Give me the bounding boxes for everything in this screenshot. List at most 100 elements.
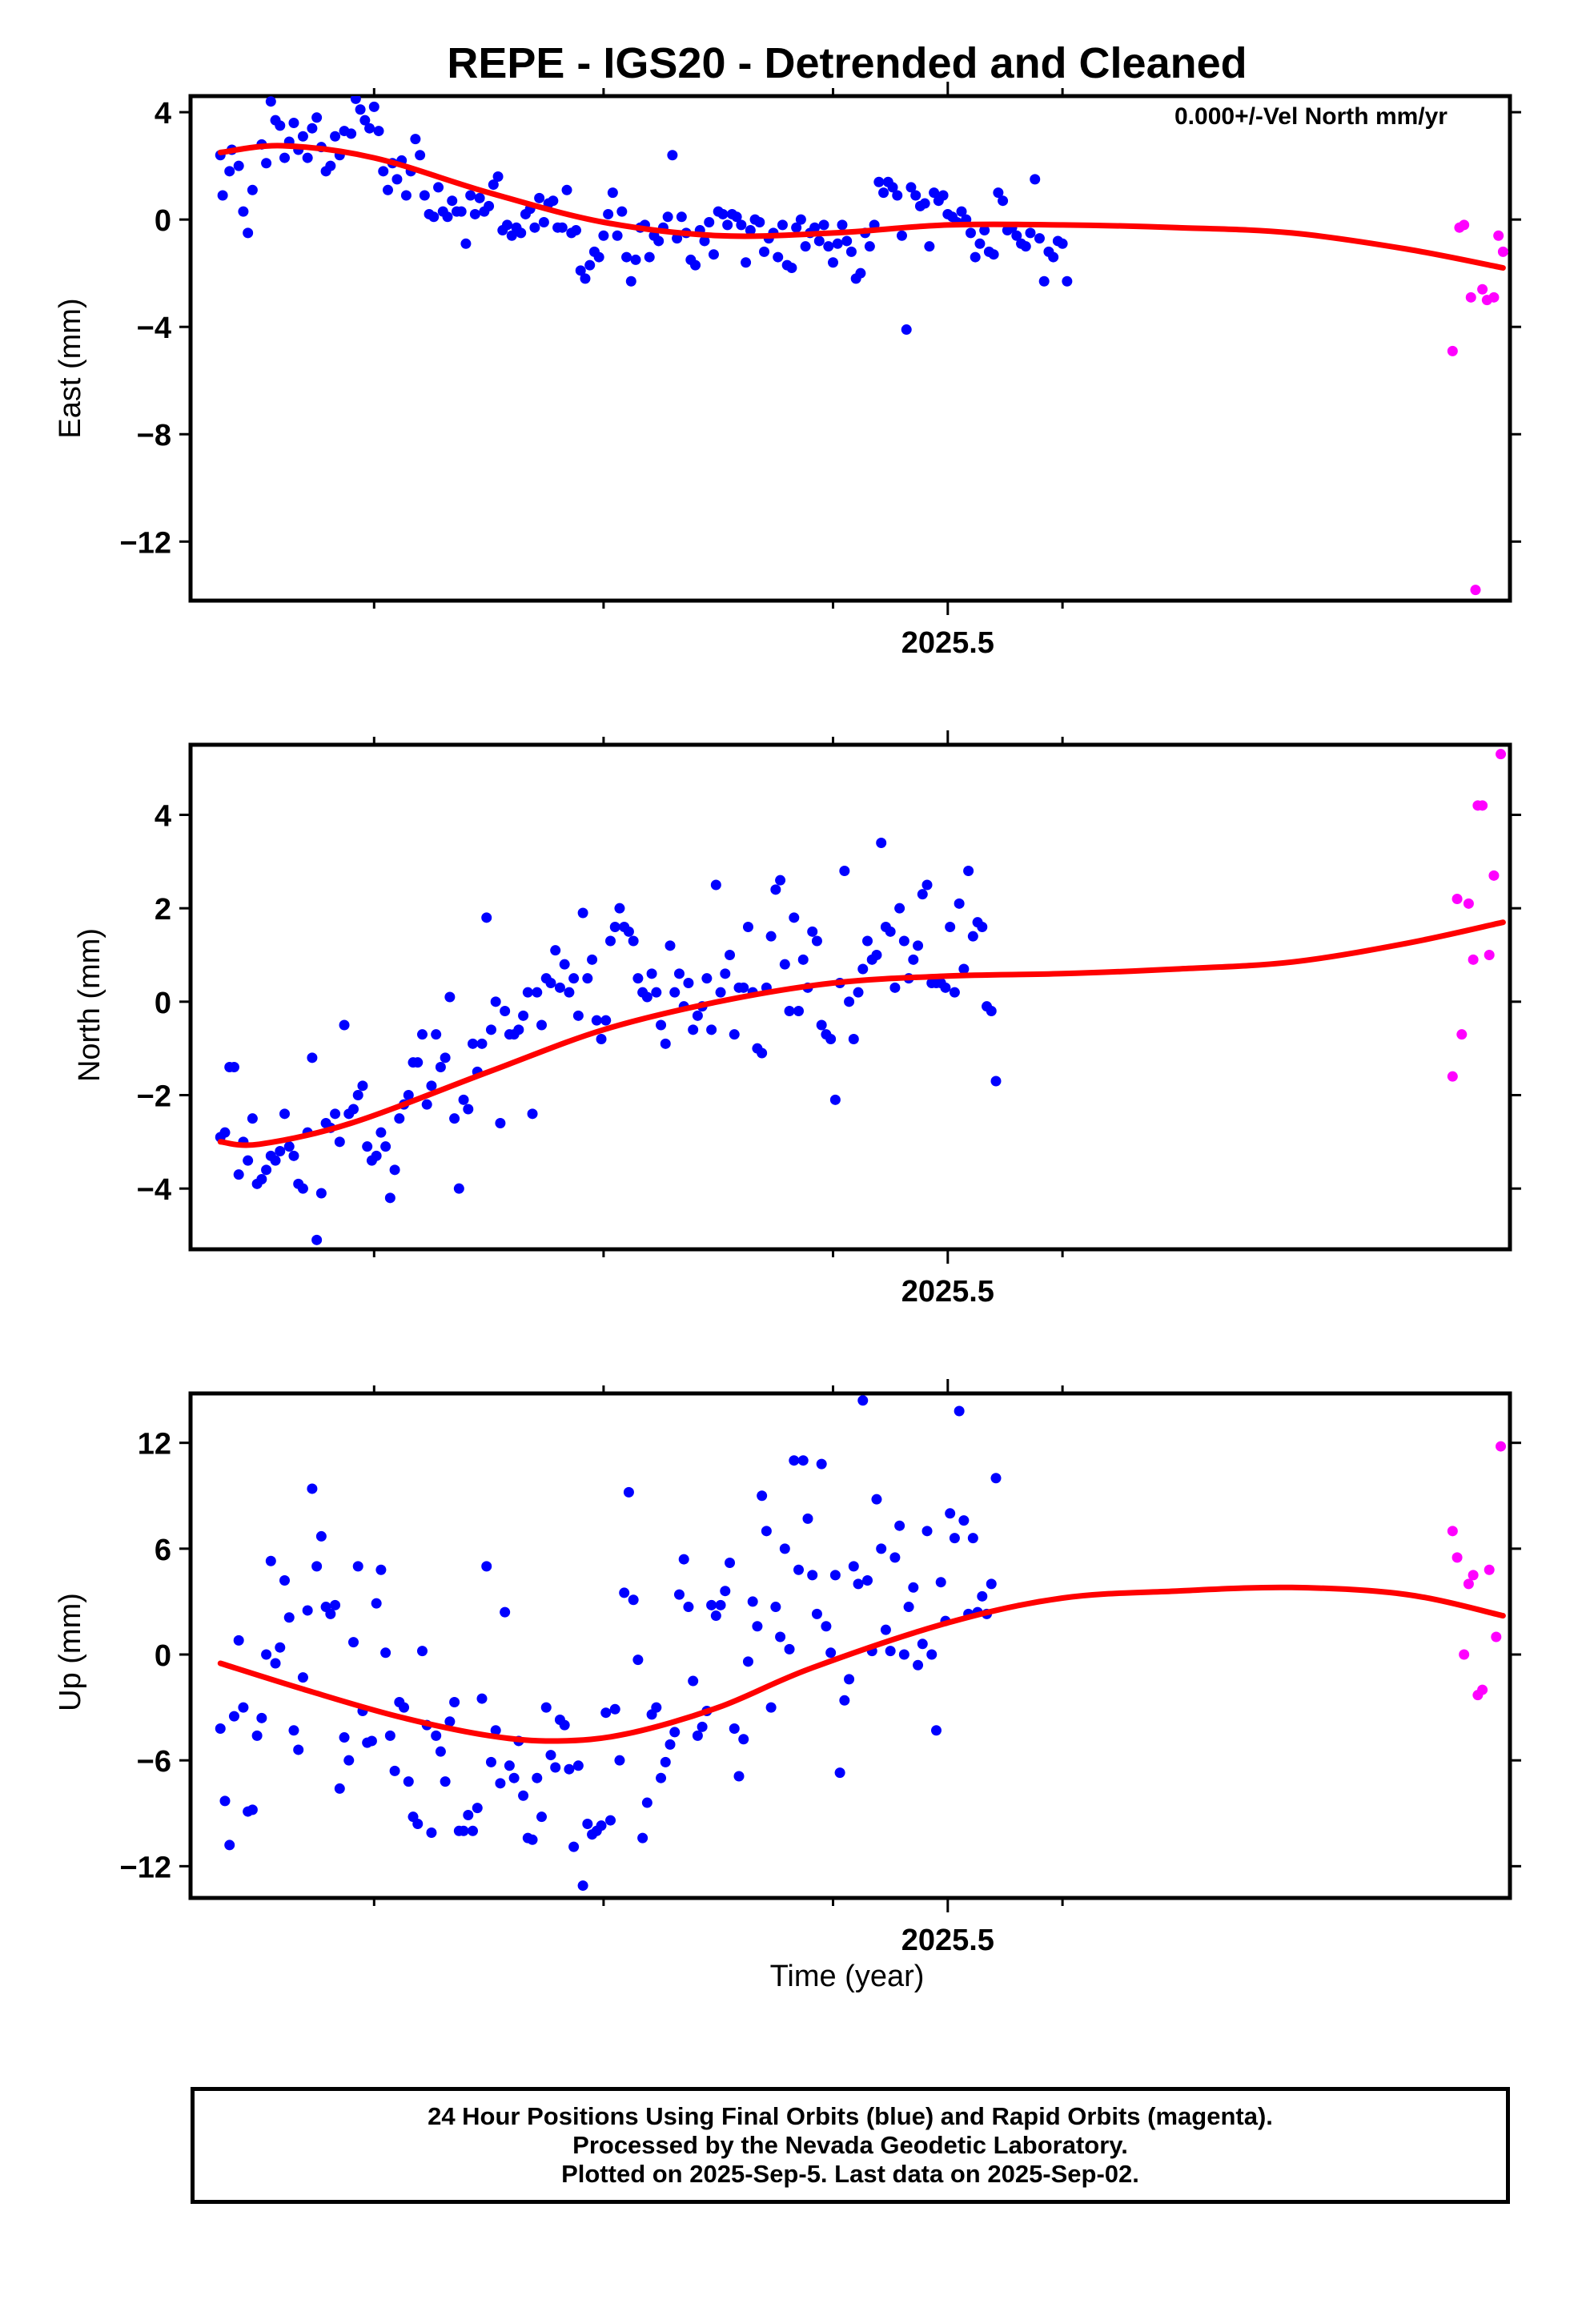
north-final-point [977,922,988,932]
north-final-point [986,1006,997,1016]
up-panel: Up (mm) 12 6 0 −6 −12 2025.5 [54,1379,1521,1957]
up-final-point [403,1776,414,1787]
east-final-point [593,251,604,263]
east-final-point [502,219,513,231]
north-final-point [853,987,864,998]
north-final-point [609,922,620,932]
north-final-point [458,1094,469,1105]
north-final-point [426,1080,437,1092]
east-y-tick-label: −8 [137,419,171,452]
up-final-point [508,1772,520,1783]
east-final-point [575,265,586,276]
north-final-point [485,1024,496,1035]
up-rapid-point [1452,1552,1463,1563]
up-final-point [853,1578,864,1590]
up-final-point [399,1702,410,1713]
north-final-point [270,1155,281,1166]
east-final-point [400,190,412,201]
north-final-point [536,1019,548,1031]
up-final-point [270,1658,281,1669]
up-final-point [334,1783,345,1794]
up-final-point [568,1841,580,1852]
north-rapid-point [1468,954,1479,965]
north-final-point [568,973,580,984]
up-final-point [660,1756,671,1767]
east-final-point [818,219,829,231]
up-final-point [706,1599,717,1610]
up-final-point [315,1530,327,1542]
east-final-point [1011,230,1022,241]
up-final-point [889,1552,901,1563]
east-final-point [722,219,733,231]
east-final-point [307,123,318,134]
north-final-point [688,1024,699,1035]
north-rapid-point [1496,749,1507,760]
up-final-point [343,1755,355,1766]
east-final-point [813,235,825,247]
up-rapid-point [1468,1570,1479,1581]
east-final-point [516,227,527,239]
up-final-point [967,1533,978,1544]
up-final-point [628,1594,639,1606]
north-final-point [623,926,634,937]
north-final-point [871,950,882,960]
east-final-point [841,235,853,247]
north-final-point [720,968,731,979]
north-final-point [770,884,781,895]
north-final-point [389,1164,400,1176]
north-final-point [765,931,777,942]
east-final-point [878,187,889,199]
north-final-point [706,1024,717,1035]
up-final-point [215,1723,226,1735]
north-final-point [839,866,850,876]
east-final-point [1048,251,1059,263]
north-final-point [564,987,575,998]
east-final-point [704,217,715,227]
north-final-point [797,954,809,965]
north-final-point [829,1094,841,1105]
up-y-tick-label: 0 [155,1639,171,1673]
up-final-point [468,1825,479,1836]
east-final-point [653,235,665,247]
east-final-point [938,190,949,201]
north-final-point [591,1015,602,1026]
north-final-point [416,1029,428,1040]
up-final-point [485,1756,496,1767]
north-final-point [715,987,726,998]
north-final-point [596,1034,607,1044]
up-final-point [977,1590,988,1602]
north-final-point [816,1019,827,1031]
up-final-point [738,1734,749,1745]
east-final-point [247,184,258,195]
east-final-point [800,241,811,252]
up-final-point [673,1589,685,1600]
north-final-point [861,935,873,947]
up-final-point [949,1533,960,1544]
east-final-point [993,187,1004,199]
east-final-point [325,160,336,171]
north-final-point [729,1029,740,1040]
north-final-point [894,903,905,914]
north-final-point [656,1019,667,1031]
east-final-point [442,211,453,223]
up-final-point [757,1490,768,1502]
north-rapid-point [1484,950,1495,960]
north-rapid-point [1452,894,1463,904]
up-final-point [834,1767,845,1779]
north-final-point [463,1104,474,1115]
north-rapid-point [1488,870,1500,881]
east-fit-curve [217,143,1506,271]
up-final-point [669,1727,681,1738]
east-final-point [823,241,834,252]
north-final-point [532,987,543,998]
up-final-point [725,1557,736,1568]
east-final-point [974,238,986,249]
up-final-point [775,1631,786,1642]
east-panel: 0.000+/-Vel North mm/yr East (mm) 4 0 −4 −8… [54,82,1521,660]
north-final-point [967,931,978,942]
east-final-point [350,96,361,104]
east-final-point [896,230,907,241]
up-fit-curve [217,1584,1506,1744]
east-final-point [731,211,742,223]
north-final-point [701,973,713,984]
